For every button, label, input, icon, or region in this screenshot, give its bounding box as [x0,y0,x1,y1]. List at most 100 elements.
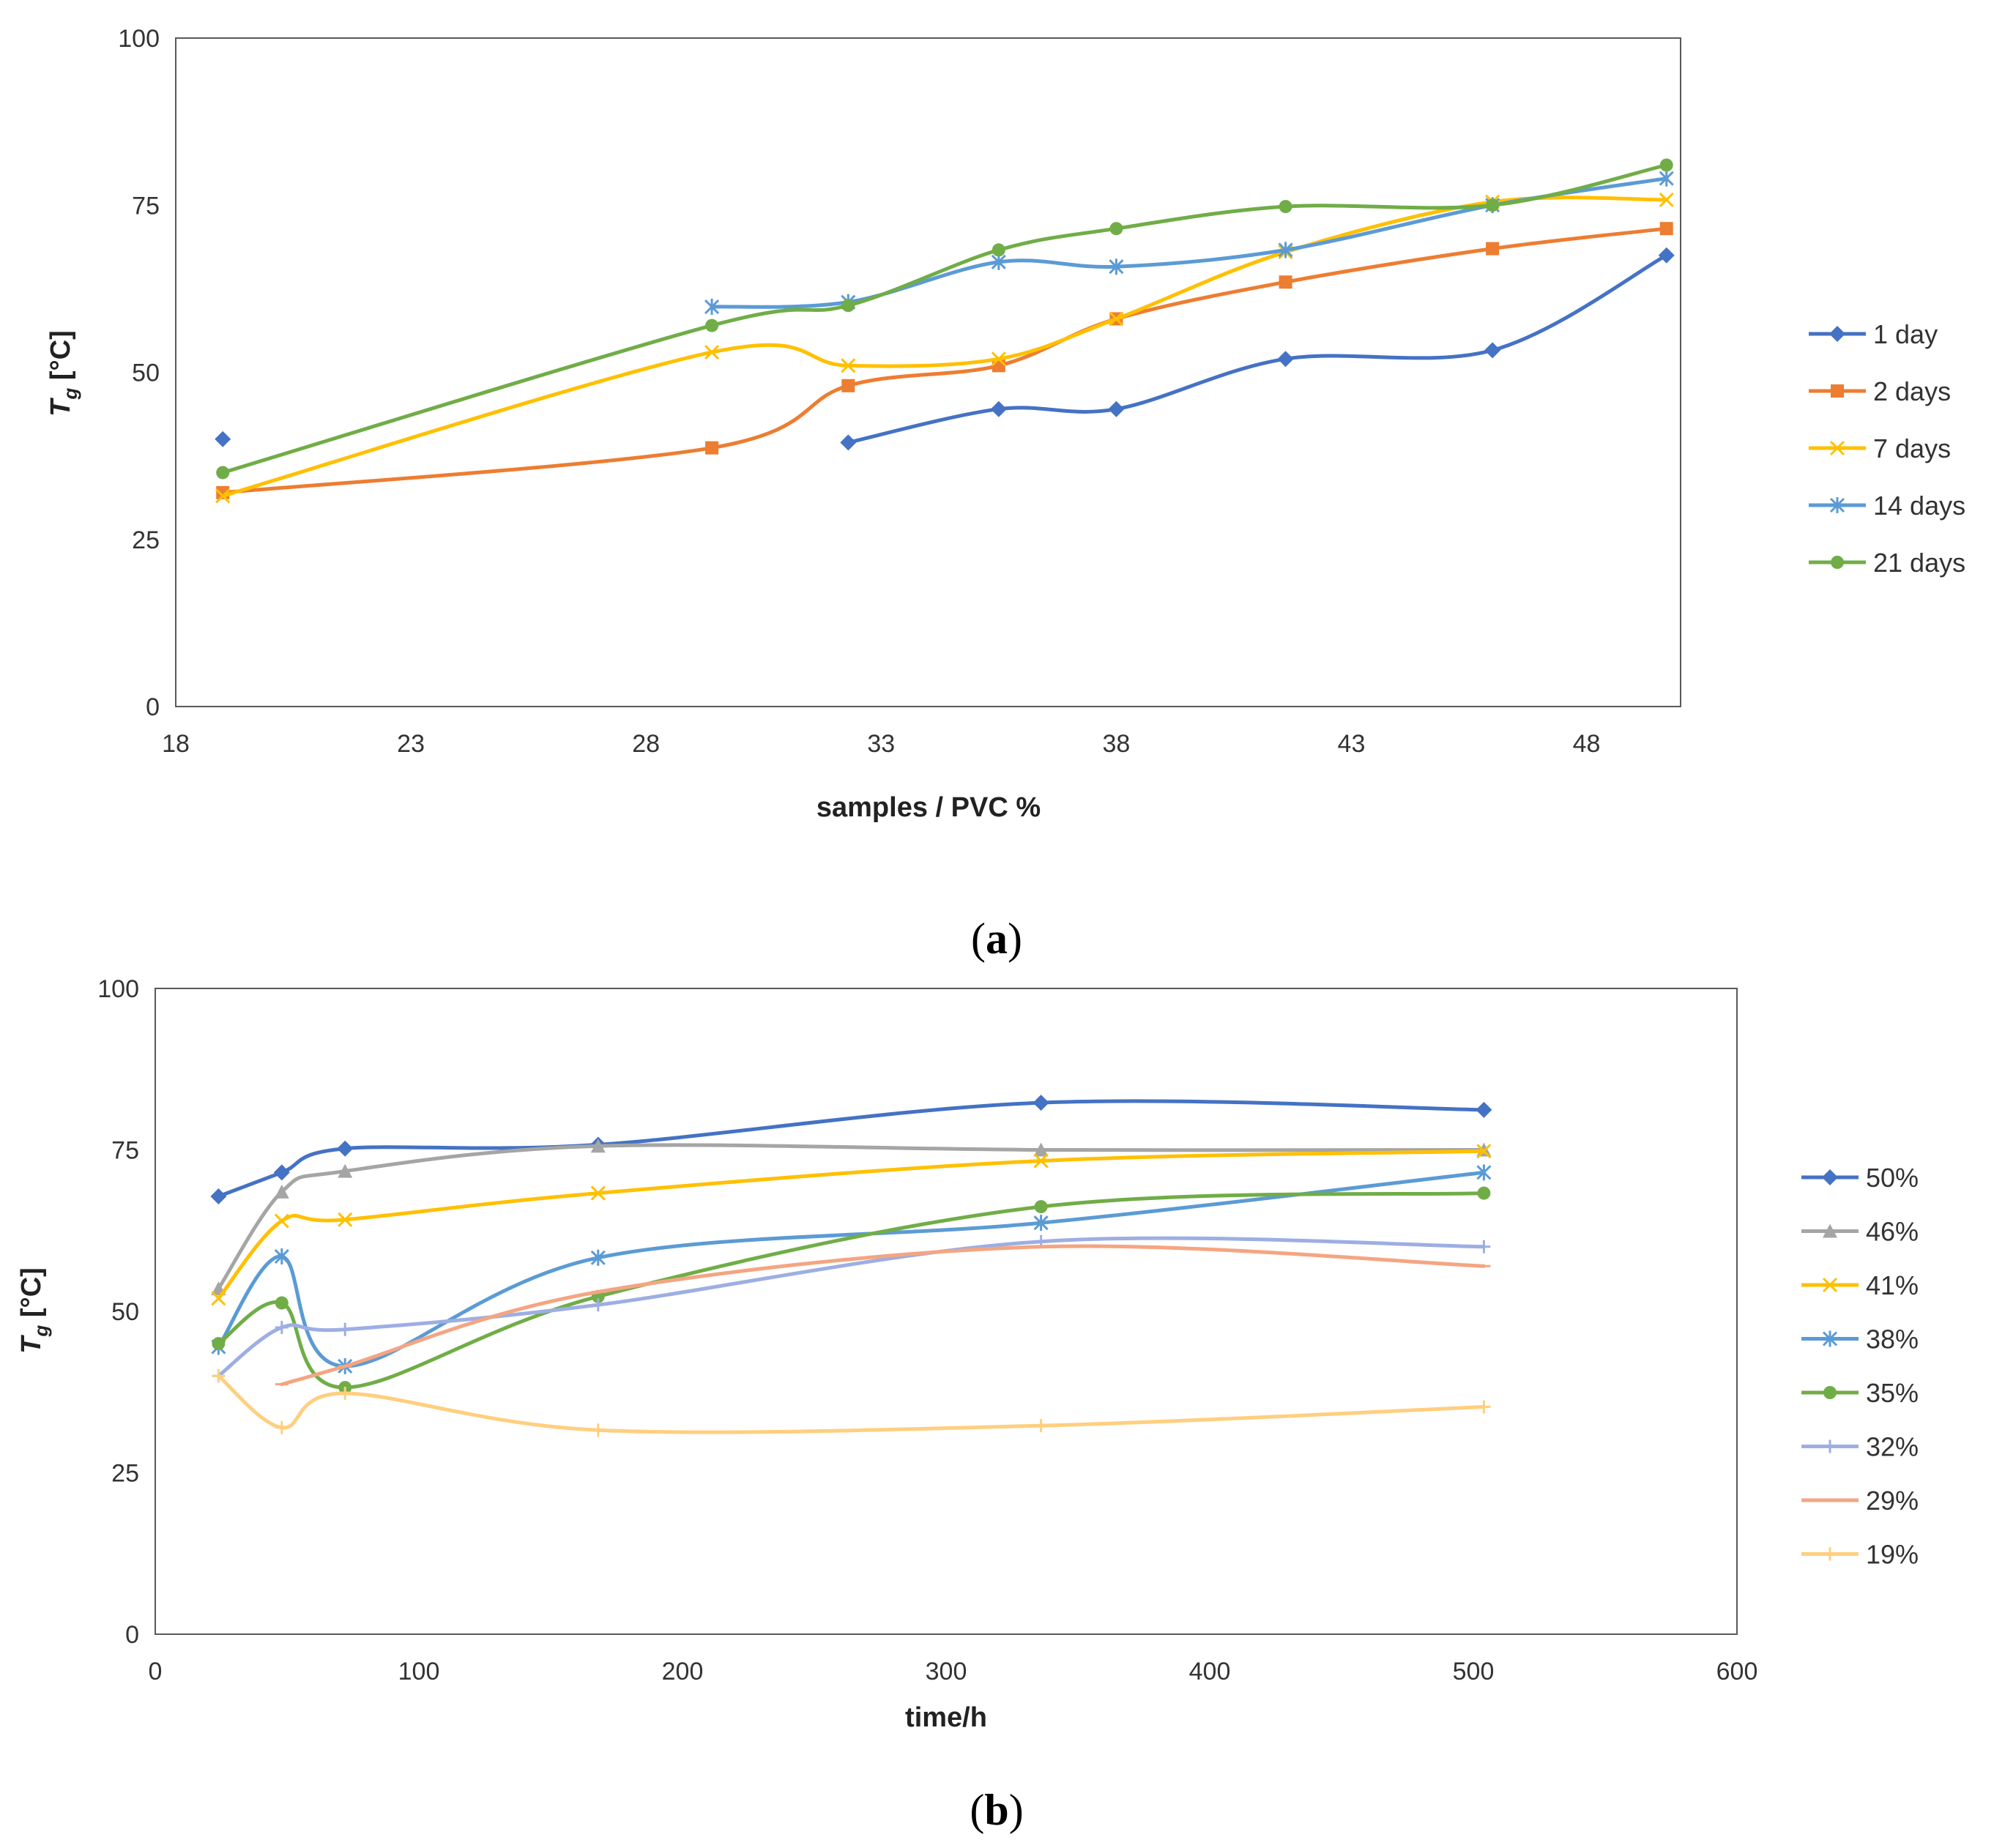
x-tick-label: 33 [867,730,895,758]
data-point [590,1249,606,1266]
y-tick-label: 0 [146,693,160,721]
data-point [215,431,231,447]
legend-item: 35% [1801,1378,1919,1408]
legend-label: 35% [1866,1378,1919,1408]
series-35- [212,1186,1491,1395]
data-point [1279,200,1292,214]
data-point [1108,400,1125,417]
legend-item: 1 day [1809,319,1938,349]
data-point [1033,1095,1049,1111]
data-point [210,1188,227,1205]
legend-marker [1829,440,1845,456]
legend-item: 7 days [1809,433,1951,463]
series-2-days [216,222,1673,499]
data-point [1658,247,1675,264]
data-point [338,1212,353,1227]
data-point [1484,342,1501,359]
series-46- [211,1139,1492,1296]
data-point [1486,198,1500,212]
legend-item: 14 days [1809,491,1965,521]
data-point [338,1322,352,1336]
legend-marker [1822,1277,1838,1293]
data-point [1476,1144,1492,1159]
data-point [211,1291,226,1306]
legend-label: 41% [1866,1270,1919,1300]
y-tick-label: 0 [125,1621,139,1649]
legend-marker [1831,384,1844,398]
data-point [1277,351,1294,368]
y-tick-label: 75 [132,192,160,220]
series-line [216,1143,1486,1291]
legend-item: 50% [1801,1163,1919,1193]
legend-label: 19% [1866,1540,1919,1570]
data-point [1476,1101,1492,1118]
data-point [275,1296,289,1310]
data-point [216,466,230,480]
x-tick-label: 23 [397,730,425,758]
legend-marker [1823,1223,1837,1238]
series-line [216,1170,1486,1368]
data-point [1659,192,1674,208]
legend-item: 2 days [1809,376,1951,406]
data-point [590,1139,606,1153]
data-point [705,441,719,455]
legend-marker [1823,1386,1837,1399]
y-tick-label: 50 [132,359,160,387]
data-point [591,1298,605,1312]
data-point [212,1337,226,1351]
legend-item: 21 days [1809,548,1965,578]
x-tick-label: 18 [162,730,190,758]
data-point [1278,242,1293,258]
legend-label: 46% [1866,1217,1919,1247]
series-41- [211,1144,1492,1306]
data-point [1476,1164,1492,1181]
chart-a: 0 25 50 75 100 18 23 28 33 38 43 48 Tg [°C] samples /… [45,25,1965,963]
legend-label: 50% [1866,1163,1919,1193]
data-point [704,299,720,316]
legend-label: 2 days [1873,376,1951,406]
x-axis-label: time/h [905,1702,987,1733]
data-point [841,299,855,313]
data-point [1477,1186,1491,1200]
data-point [1034,1200,1048,1214]
data-point [705,318,719,332]
legend-label: 1 day [1873,319,1938,349]
figure-caption: (a) [971,914,1022,963]
x-tick-label: 600 [1716,1658,1758,1685]
series-19- [212,1369,1491,1437]
legend-marker [1822,1330,1838,1347]
data-point [1477,1400,1491,1414]
legend-item: 29% [1801,1486,1919,1516]
series-line [220,226,1669,495]
series-29- [275,1244,1491,1387]
legend-item: 19% [1801,1540,1919,1570]
legend-item: 46% [1801,1217,1919,1247]
legend-marker [1822,1169,1838,1185]
x-tick-label: 400 [1189,1658,1231,1685]
data-point [1033,1142,1049,1157]
y-axis-label: Tg [°C] [16,1267,52,1354]
x-tick-label: 500 [1453,1658,1495,1685]
y-tick-label: 25 [132,526,160,554]
legend-label: 21 days [1873,548,1965,578]
data-point [275,1321,289,1335]
data-point [1109,311,1124,327]
legend-item: 38% [1801,1324,1919,1355]
data-point [1109,258,1124,275]
data-point [1033,1215,1049,1232]
data-point [1659,158,1673,172]
y-axis-label: Tg [°C] [45,330,81,417]
legend-label: 32% [1866,1432,1919,1462]
chart-b: 0 25 50 75 100 0 100 200 300 400 500 600 Tg [°C] time… [16,975,1919,1834]
data-point [274,1184,289,1199]
legend-marker [1829,326,1845,342]
legend-item: 32% [1801,1432,1919,1462]
series-7-days [215,192,1674,504]
x-tick-label: 48 [1573,730,1601,758]
x-tick-label: 28 [632,730,660,758]
series-line [220,163,1669,474]
legend-marker [1831,556,1844,569]
legend-marker [1823,1439,1837,1453]
data-point [704,345,720,360]
data-point [1279,275,1292,289]
